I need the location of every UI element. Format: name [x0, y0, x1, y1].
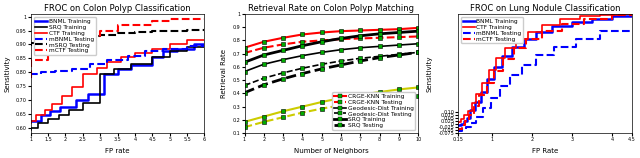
X-axis label: FP rate: FP rate	[106, 148, 130, 154]
Legend: BNML Training, SRQ Training, CTF Training, mBNML Testing, mSRQ Testing, mCTF Tes: BNML Training, SRQ Training, CTF Trainin…	[34, 17, 96, 55]
Legend: CRGE-KNN Training, CRGE-KNN Testing, Geodesic-Dist Training, Geodesic-Dist Testi: CRGE-KNN Training, CRGE-KNN Testing, Geo…	[332, 92, 415, 130]
X-axis label: Number of Neighbors: Number of Neighbors	[294, 148, 369, 154]
Y-axis label: Sensitivity: Sensitivity	[4, 55, 10, 92]
Title: FROC on Lung Nodule Classification: FROC on Lung Nodule Classification	[470, 4, 620, 13]
X-axis label: FP Rate: FP Rate	[532, 148, 558, 154]
Title: Retrieval Rate on Colon Polyp Matching: Retrieval Rate on Colon Polyp Matching	[248, 4, 414, 13]
Y-axis label: Sensitivity: Sensitivity	[427, 55, 433, 92]
Title: FROC on Colon Polyp Classification: FROC on Colon Polyp Classification	[44, 4, 191, 13]
Legend: BNML Training, CTF Training, mBNML Testing, mCTF Testing: BNML Training, CTF Training, mBNML Testi…	[461, 17, 524, 43]
Y-axis label: Retrieval Rate: Retrieval Rate	[221, 49, 227, 98]
